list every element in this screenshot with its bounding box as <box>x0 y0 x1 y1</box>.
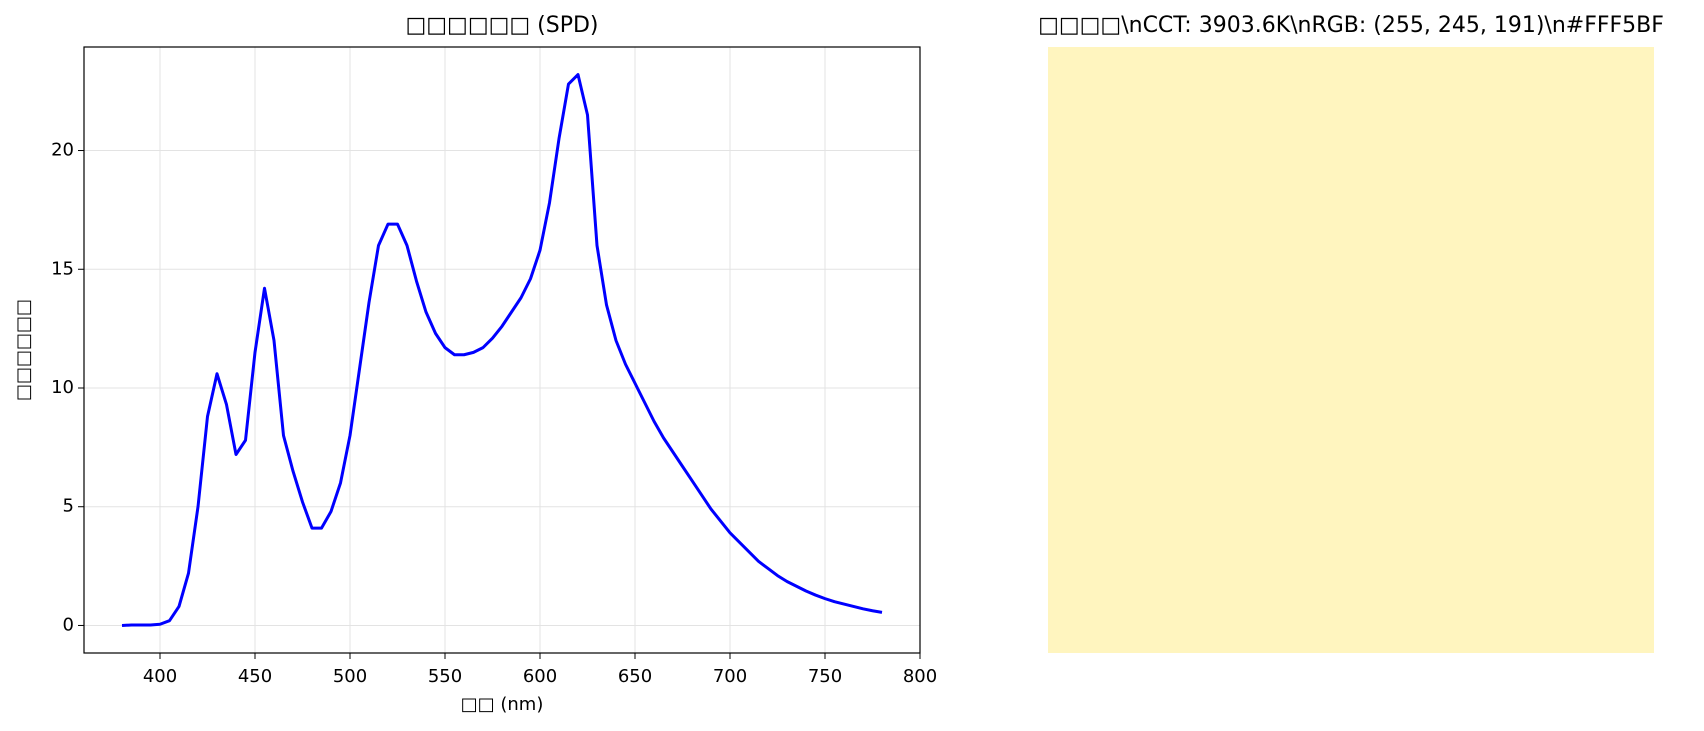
color-swatch <box>1048 47 1654 653</box>
chart-title: □□□□□□ (SPD) <box>405 13 598 38</box>
y-tick-label: 20 <box>51 140 74 161</box>
x-tick-label: 400 <box>143 666 177 687</box>
y-axis-label: □□□□□□ <box>13 299 34 401</box>
spd-line <box>121 73 883 627</box>
y-tick-label: 0 <box>63 614 74 635</box>
x-axis-label: □□ (nm) <box>461 694 544 715</box>
plot-frame <box>83 46 921 654</box>
x-tick-label: 500 <box>333 666 367 687</box>
chart-title: □□□□\nCCT: 3903.6K\nRGB: (255, 245, 191)… <box>1038 13 1664 38</box>
x-tick-label: 450 <box>238 666 272 687</box>
y-tick-label: 15 <box>51 258 74 279</box>
y-tick-label: 10 <box>51 377 74 398</box>
x-tick-label: 550 <box>428 666 462 687</box>
x-tick-label: 750 <box>808 666 842 687</box>
x-tick-label: 650 <box>618 666 652 687</box>
y-tick-label: 5 <box>63 496 74 517</box>
x-tick-label: 700 <box>713 666 747 687</box>
x-tick-label: 600 <box>523 666 557 687</box>
x-tick-label: 800 <box>903 666 937 687</box>
